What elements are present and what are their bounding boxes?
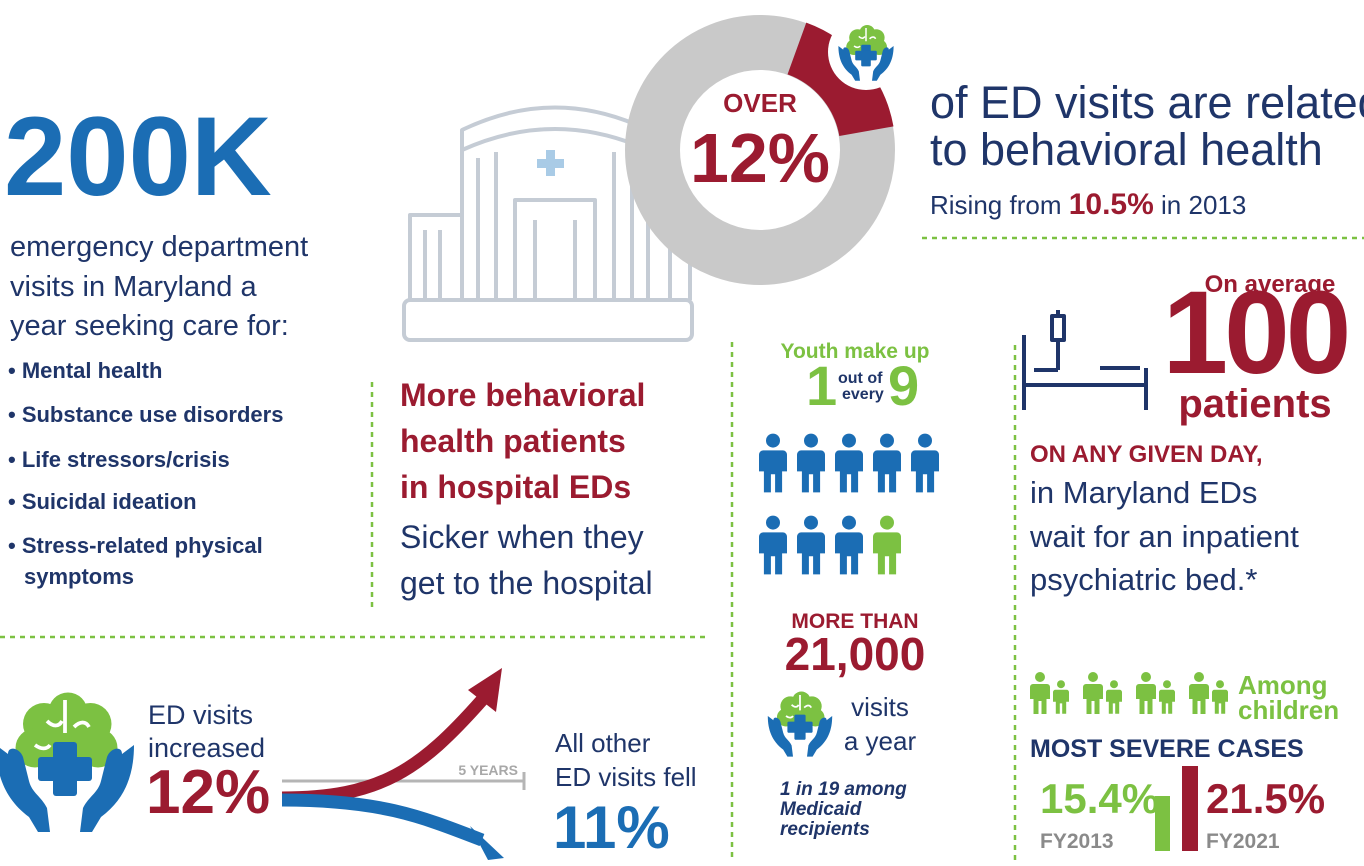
fy2013-value: 15.4%: [1040, 775, 1159, 822]
fy2021-bar: [1182, 766, 1198, 851]
text-line: children: [1238, 695, 1339, 725]
headline-value: 200K: [4, 94, 272, 219]
person-icon: [759, 516, 787, 575]
person-icon: [1106, 680, 1122, 714]
bullet: • Stress-related physical: [8, 533, 263, 558]
text-line: get to the hospital: [400, 565, 653, 601]
bullet: • Mental health: [8, 358, 162, 383]
person-icon: [873, 434, 901, 493]
bullet: • Substance use disorders: [8, 402, 283, 427]
bullet-list: • Mental health • Substance use disorder…: [8, 358, 283, 589]
text-line: in hospital EDs: [400, 469, 631, 505]
person-icon: [911, 434, 939, 493]
medicaid-note: 1 in 19 among Medicaid recipients: [780, 779, 907, 840]
text-line: of ED visits are related: [930, 77, 1364, 128]
bed-icon: [1024, 310, 1146, 410]
children-heading: MOST SEVERE CASES: [1030, 735, 1304, 763]
fy2021-label: FY2021: [1206, 830, 1280, 853]
text-line: ED visits fell: [555, 762, 697, 792]
text-line: ED visits: [148, 700, 253, 730]
children-label: Among children: [1238, 670, 1339, 725]
arrow-down: [282, 800, 482, 840]
donut-text: of ED visits are related to behavioral h…: [930, 77, 1364, 175]
text-line: visits in Maryland a: [10, 271, 257, 303]
other-label: All other ED visits fell: [555, 728, 697, 792]
text-line: 1 in 19 among: [780, 779, 907, 800]
boarding-emphasis: ON ANY GIVEN DAY,: [1030, 441, 1263, 468]
fy2013-label: FY2013: [1040, 830, 1114, 853]
arrow-up: [282, 700, 482, 798]
text-line: More behavioral: [400, 377, 645, 413]
bullet: • Life stressors/crisis: [8, 447, 230, 472]
brain-icon: [0, 693, 134, 833]
person-icon: [1159, 680, 1175, 714]
text-line: wait for an inpatient: [1029, 519, 1299, 554]
text-line: All other: [555, 728, 651, 758]
youth-out-of: out of: [838, 370, 883, 387]
trend-value: 12%: [146, 758, 270, 827]
fy2021-value: 21.5%: [1206, 775, 1325, 822]
page: 200K emergency department visits in Mary…: [0, 0, 1364, 866]
text-line: year seeking care for:: [10, 310, 289, 342]
headline-lines: emergency department visits in Maryland …: [10, 231, 308, 342]
youth-every: every: [842, 386, 884, 403]
text: Rising from: [930, 190, 1061, 220]
fy2013-bar: [1155, 796, 1170, 851]
boarding-lines: in Maryland EDs wait for an inpatient ps…: [1029, 475, 1299, 597]
youth-count: 21,000: [785, 628, 926, 680]
text-line: to behavioral health: [930, 124, 1323, 175]
text-line: Sicker when they: [400, 519, 644, 555]
person-icon: [1189, 672, 1209, 714]
period-label: 5 YEARS: [458, 762, 518, 778]
visits-label: visits a year: [844, 692, 917, 756]
bullet: • Suicidal ideation: [8, 489, 197, 514]
person-icon: [1212, 680, 1228, 714]
text-line: Medicaid: [780, 799, 862, 820]
infographic: 200K emergency department visits in Mary…: [0, 0, 1364, 866]
youth-nine: 9: [888, 354, 919, 417]
boarding-number: 100: [1163, 267, 1348, 399]
text-line: recipients: [780, 819, 870, 840]
text-line: psychiatric bed.*: [1030, 562, 1257, 597]
person-icon: [835, 516, 863, 575]
brain-icon: [768, 692, 832, 757]
youth-icons: [759, 434, 939, 575]
person-icon: [759, 434, 787, 493]
bullet: symptoms: [24, 564, 134, 589]
other-value: 11%: [553, 794, 670, 861]
person-icon: [835, 434, 863, 493]
person-icon: [873, 516, 901, 575]
text-line: health patients: [400, 423, 626, 459]
boarding-unit: patients: [1178, 382, 1331, 426]
person-icon: [1083, 672, 1103, 714]
text-line: emergency department: [10, 231, 308, 263]
text: in 2013: [1161, 190, 1246, 220]
children-icons: [1030, 672, 1228, 714]
text-line: visits: [851, 692, 909, 722]
person-icon: [797, 434, 825, 493]
text-line: in Maryland EDs: [1030, 475, 1257, 510]
person-icon: [797, 516, 825, 575]
person-icon: [1136, 672, 1156, 714]
text-line: a year: [844, 726, 917, 756]
youth-one: 1: [806, 354, 837, 417]
hospital-body: Sicker when they get to the hospital: [400, 519, 653, 601]
person-icon: [1053, 680, 1069, 714]
rising-line: Rising from 10.5% in 2013: [930, 188, 1246, 221]
donut-prefix: OVER: [723, 88, 797, 118]
person-icon: [1030, 672, 1050, 714]
donut-value: 12%: [690, 119, 830, 197]
hospital-title: More behavioral health patients in hospi…: [400, 377, 645, 505]
trend-label: ED visits increased: [148, 700, 265, 763]
rising-value: 10.5%: [1069, 188, 1154, 221]
